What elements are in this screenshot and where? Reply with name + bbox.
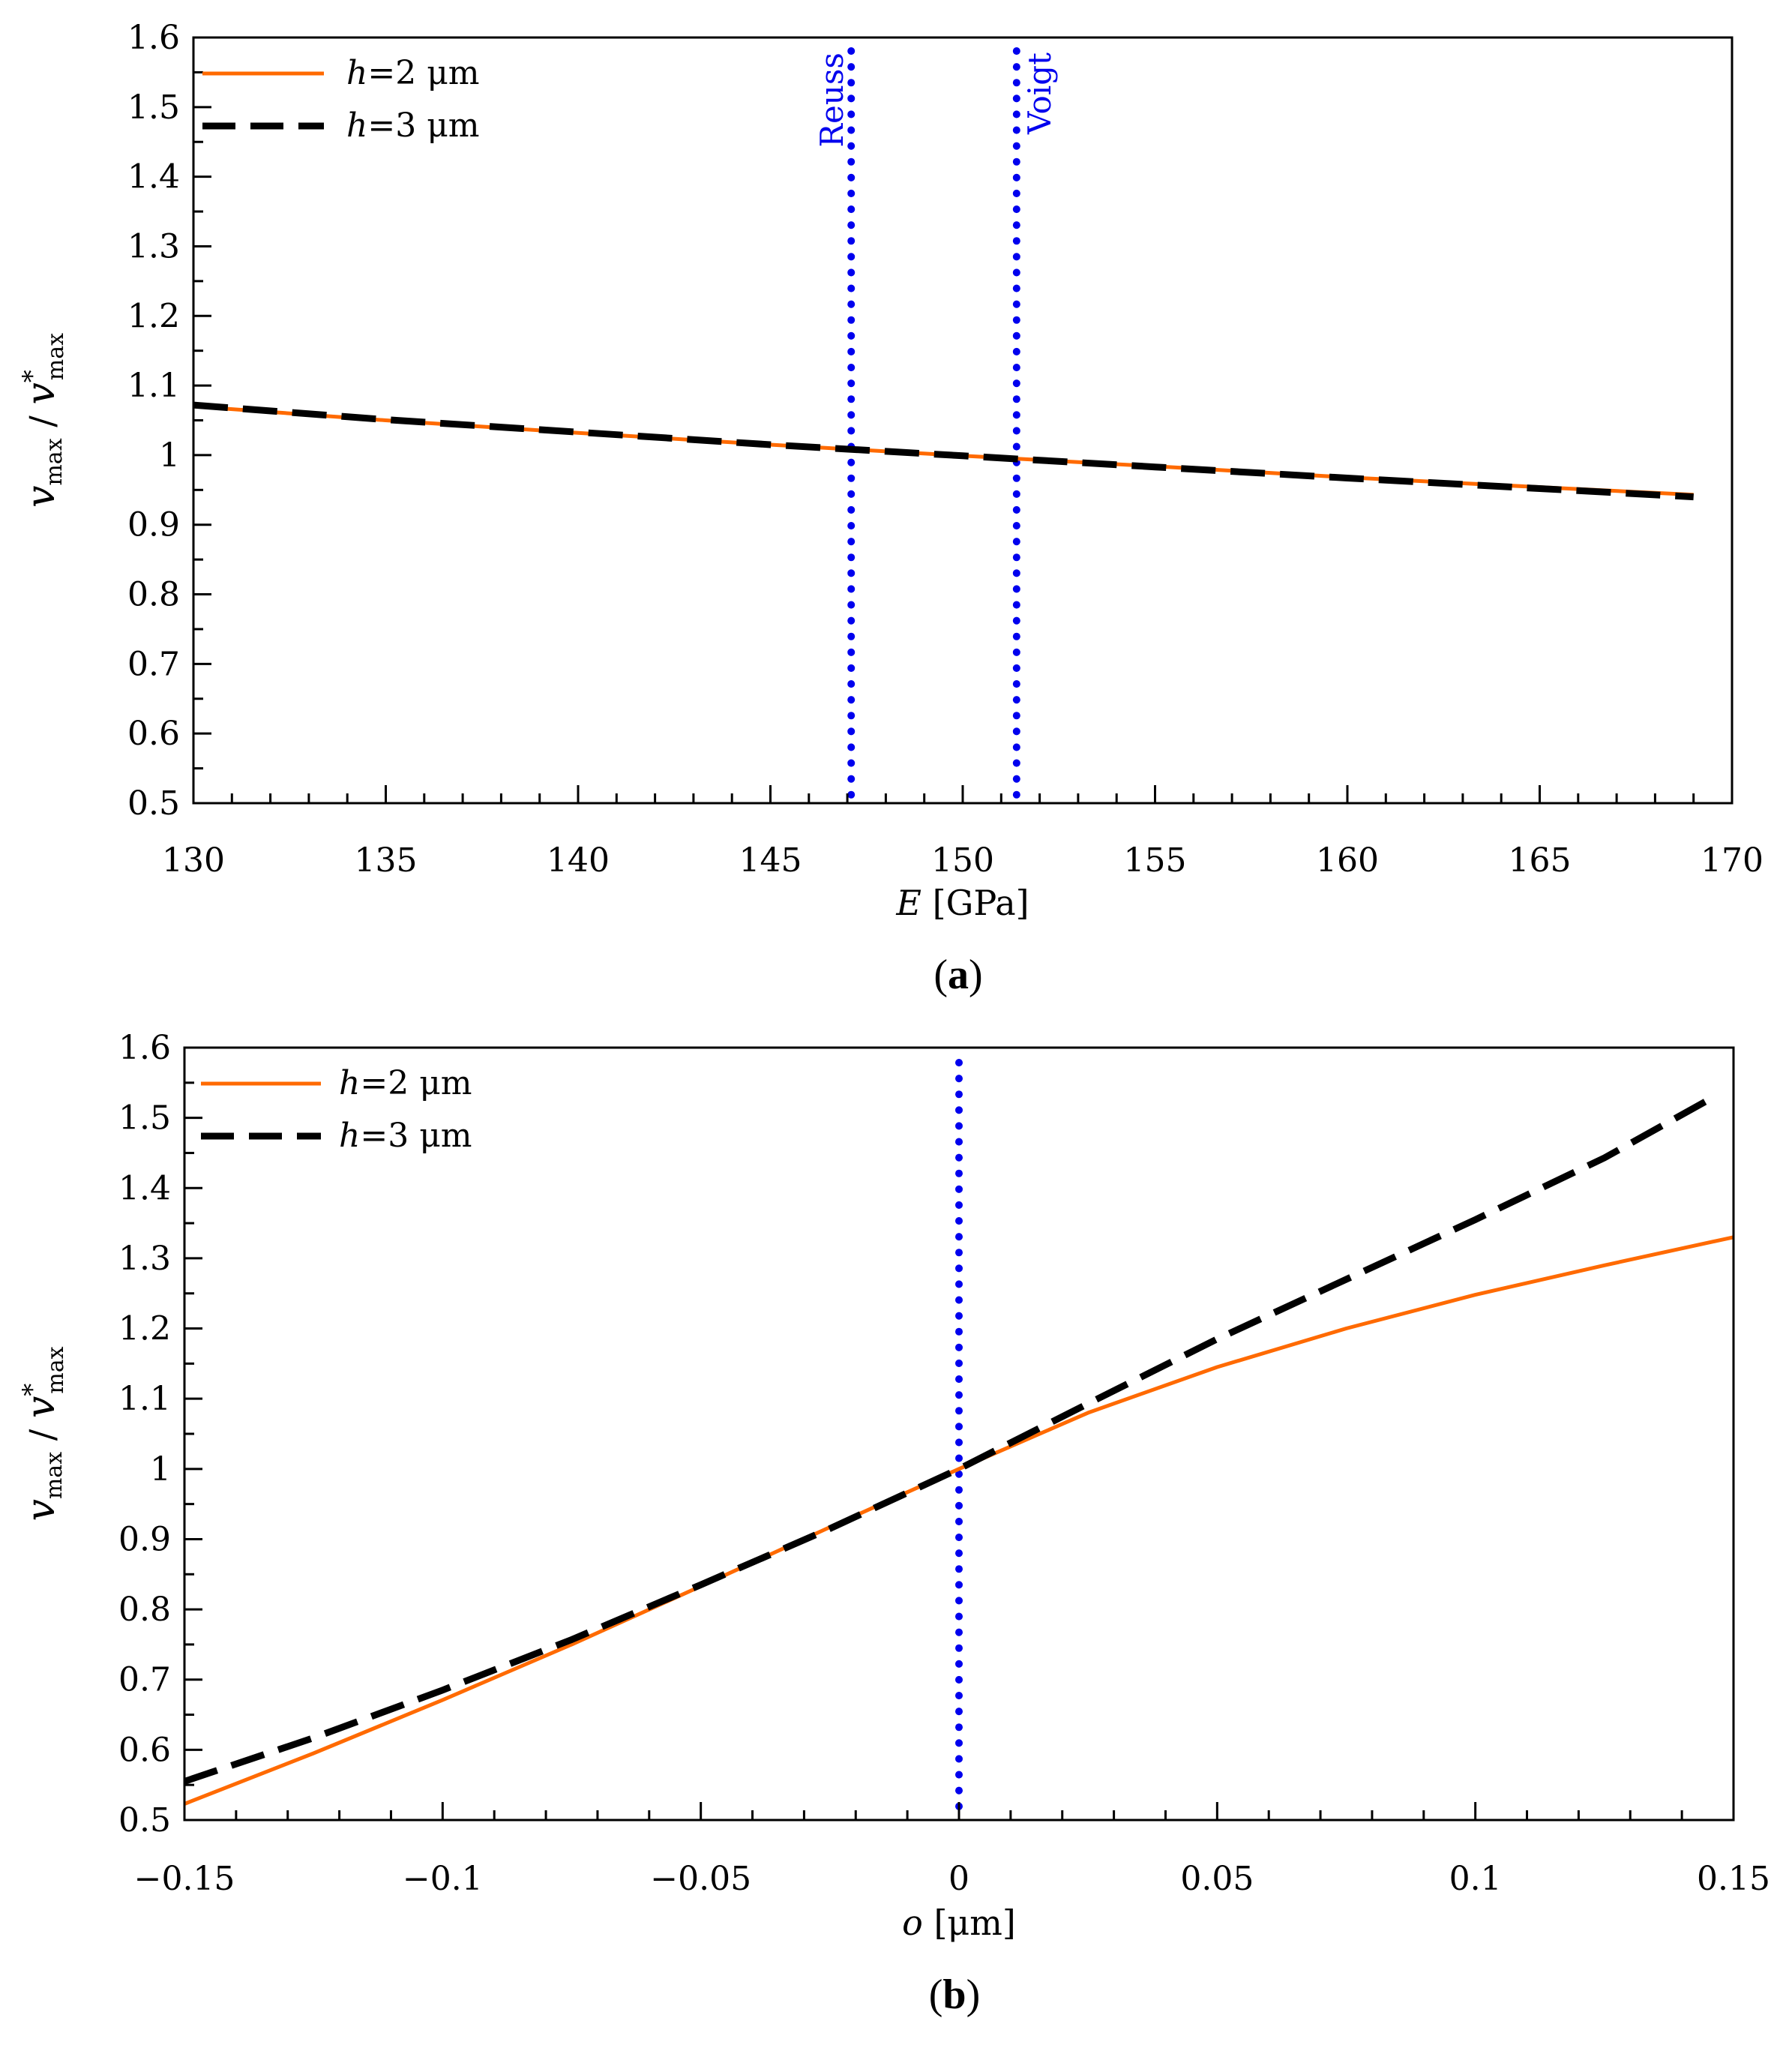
- panel-a-y-tick-label: 0.5: [127, 784, 180, 823]
- panel-a-x-tick-label: 165: [1509, 841, 1572, 880]
- y-label-num: v: [19, 1499, 64, 1521]
- legend-var: h: [339, 1117, 360, 1155]
- panel-b-x-tick-label: 0.15: [1697, 1860, 1770, 1898]
- panel-a-y-axis-label: vmax / v*max: [17, 333, 69, 508]
- panel-a-y-tick-label: 1.2: [127, 297, 180, 335]
- panel-close: ): [969, 952, 983, 998]
- y-label-den-sub: max: [43, 333, 69, 380]
- y-label-num: v: [19, 486, 64, 508]
- panel-open: (: [929, 1972, 943, 2018]
- y-label-den-sup: *: [17, 370, 47, 382]
- legend-eq: =2: [360, 1064, 419, 1102]
- y-label-num-sub: max: [41, 438, 67, 485]
- panel-b-x-tick-label: 0.05: [1180, 1860, 1254, 1898]
- panel-a-y-tick-label: 0.6: [127, 715, 180, 753]
- panel-a-y-tick-label: 1.1: [127, 367, 180, 405]
- panel-b-x-tick-label: −0.05: [650, 1860, 751, 1898]
- panel-a-legend-label: h=2 μm: [346, 54, 480, 92]
- legend-unit: μm: [419, 1117, 472, 1155]
- x-axis-unit: [GPa]: [921, 883, 1029, 923]
- legend-unit: μm: [427, 54, 479, 92]
- panel-b-y-tick-label: 1.6: [118, 1029, 171, 1067]
- x-axis-unit: [μm]: [923, 1903, 1016, 1943]
- y-label-sep: /: [22, 405, 62, 439]
- panel-a-y-tick-label: 0.8: [127, 576, 180, 614]
- panel-a-y-tick-label: 1.6: [127, 19, 180, 57]
- panel-b-x-axis-label: o [μm]: [902, 1903, 1016, 1943]
- panel-a-reference-label: Voigt: [1021, 52, 1058, 135]
- panel-a-x-tick-label: 150: [931, 841, 994, 880]
- panel-b-x-tick-label: −0.1: [403, 1860, 483, 1898]
- panel-b-series-line: [184, 1235, 1734, 1806]
- panel-b-y-tick-label: 0.8: [118, 1591, 171, 1629]
- panel-b-y-tick-label: 1.2: [118, 1310, 171, 1348]
- legend-var: h: [346, 106, 367, 145]
- panel-close: ): [966, 1972, 981, 2018]
- x-axis-symbol: E: [895, 883, 921, 923]
- panel-a-chart: Reuss Voigt 130 135 140 145 150 155 160 165 170 0.5…: [17, 19, 1764, 998]
- legend-var: h: [339, 1064, 360, 1102]
- panel-b-panel-label: (b): [929, 1972, 980, 2018]
- panel-b-y-tick-label: 0.6: [118, 1731, 171, 1769]
- panel-a-y-tick-label: 1.5: [127, 88, 180, 127]
- y-label-sep: /: [22, 1418, 62, 1452]
- panel-a-x-tick-label: 145: [739, 841, 802, 880]
- panel-a-y-tick-label: 0.9: [127, 506, 180, 544]
- panel-b-y-tick-label: 1.3: [118, 1240, 171, 1278]
- panel-a-y-tick-label: 1.3: [127, 227, 180, 265]
- panel-b-chart: −0.15 −0.1 −0.05 0 0.05 0.1 0.15 0.5 0.6 0.7 0.8 0.…: [17, 1029, 1770, 2018]
- panel-a-series-line: [193, 401, 1694, 501]
- legend-unit: μm: [427, 106, 479, 145]
- panel-a-x-tick-label: 170: [1701, 841, 1764, 880]
- panel-letter: a: [948, 952, 969, 998]
- panel-a-reference-label: Reuss: [814, 52, 850, 148]
- y-label-den-sup: *: [17, 1384, 47, 1396]
- panel-b-legend-label: h=2 μm: [339, 1064, 472, 1102]
- legend-eq: =3: [360, 1117, 419, 1155]
- panel-a-y-tick-label: 0.7: [127, 645, 180, 683]
- panel-b-y-tick-label: 1.5: [118, 1099, 171, 1138]
- panel-a-x-tick-label: 135: [355, 841, 418, 880]
- panel-b-y-axis-label: vmax / v*max: [17, 1346, 69, 1521]
- legend-var: h: [346, 54, 367, 92]
- panel-b-y-tick-label: 1: [150, 1450, 171, 1489]
- y-label-num-sub: max: [41, 1452, 67, 1499]
- panel-letter: b: [942, 1972, 966, 2018]
- panel-a-y-tick-label: 1.4: [127, 158, 180, 196]
- panel-b-y-tick-label: 0.5: [118, 1801, 171, 1840]
- y-label-den-sub: max: [43, 1346, 69, 1393]
- panel-a-x-tick-label: 160: [1316, 841, 1379, 880]
- panel-b-series-line: [183, 1097, 1710, 1785]
- panel-b-y-tick-label: 0.9: [118, 1520, 171, 1558]
- panel-a-y-tick-label: 1: [159, 436, 180, 475]
- panel-b-y-tick-label: 1.4: [118, 1169, 171, 1207]
- panel-b-y-tick-label: 0.7: [118, 1661, 171, 1699]
- panel-a-panel-label: (a): [933, 952, 982, 998]
- panel-b-y-tick-label: 1.1: [118, 1380, 171, 1418]
- panel-b-x-tick-label: 0.1: [1449, 1860, 1502, 1898]
- panel-a-x-tick-label: 130: [162, 841, 225, 880]
- legend-eq: =2: [367, 54, 427, 92]
- legend-eq: =3: [367, 106, 427, 145]
- panel-b-plot-frame: [183, 1046, 1735, 1822]
- panel-b-x-tick-label: 0: [948, 1860, 969, 1898]
- y-label-den: v: [19, 382, 64, 404]
- panel-a-legend-label: h=3 μm: [346, 106, 480, 145]
- panel-b-legend-label: h=3 μm: [339, 1117, 472, 1155]
- panel-a-x-tick-label: 140: [547, 841, 610, 880]
- panel-a-x-tick-label: 155: [1124, 841, 1187, 880]
- panel-open: (: [933, 952, 948, 998]
- panel-a-x-axis-label: E [GPa]: [895, 883, 1029, 923]
- y-label-den: v: [19, 1396, 64, 1418]
- panel-b-x-tick-label: −0.15: [134, 1860, 235, 1898]
- legend-unit: μm: [419, 1064, 472, 1102]
- x-axis-symbol: o: [902, 1903, 923, 1943]
